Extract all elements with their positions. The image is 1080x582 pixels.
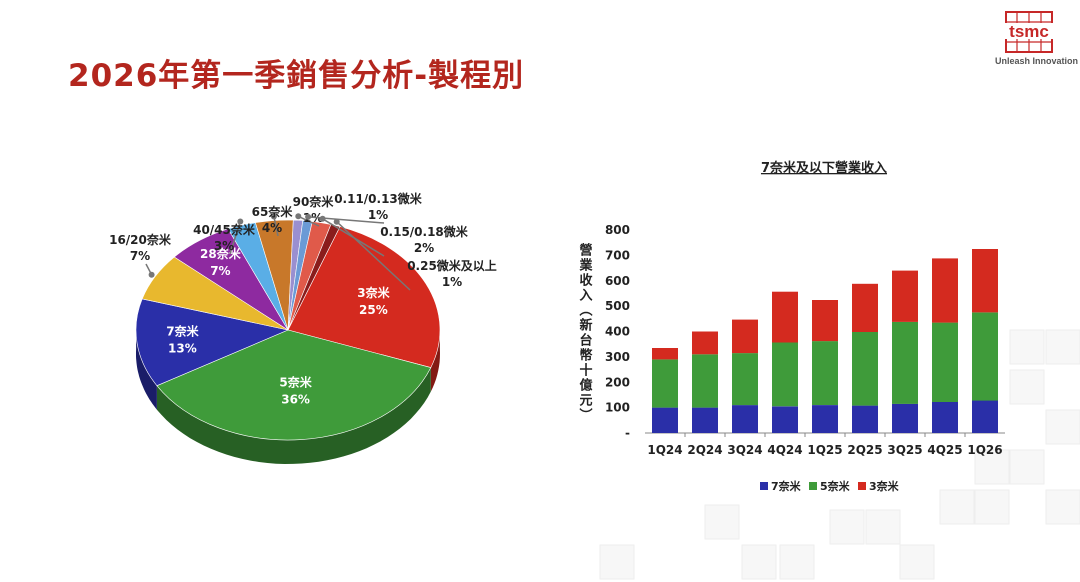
legend-swatch — [858, 482, 866, 490]
bar-segment — [892, 321, 918, 404]
bar-segment — [852, 332, 878, 406]
tsmc-logo: tsmc — [996, 11, 1062, 53]
pie-slice-pct: 25% — [359, 303, 388, 317]
pie-slice-pct: 36% — [281, 392, 310, 406]
y-tick-label: 700 — [605, 248, 630, 262]
bar-segment — [732, 405, 758, 433]
x-tick-label: 1Q26 — [967, 443, 1002, 457]
pie-slice-pct: 7% — [210, 264, 230, 278]
bar-segment — [772, 342, 798, 407]
x-tick-label: 2Q25 — [847, 443, 882, 457]
pie-slice-label: 0.25微米及以上 — [407, 258, 497, 273]
y-tick-label: 800 — [605, 223, 630, 237]
y-tick-label: 100 — [605, 401, 630, 415]
pie-slice-side — [430, 325, 440, 392]
bar-segment — [652, 348, 678, 360]
pie-leader-dot — [319, 215, 326, 222]
bar-segment — [812, 300, 838, 342]
pie-leader-line — [297, 215, 320, 227]
bar-segment — [852, 405, 878, 433]
legend-label: 5奈米 — [820, 479, 851, 493]
pie-slice-label: 65奈米 — [252, 204, 294, 219]
bar-segment — [892, 270, 918, 322]
page-title: 2026年第一季銷售分析-製程別 — [68, 58, 525, 94]
pie-slice-pct: 3% — [214, 239, 234, 253]
bar-segment — [972, 312, 998, 401]
pie-leader-dot — [305, 213, 312, 220]
y-tick-label: - — [625, 426, 630, 440]
pie-leader-dot — [333, 218, 340, 225]
bar-segment — [692, 407, 718, 433]
pie-slice — [156, 329, 432, 441]
y-tick-label: 300 — [605, 350, 630, 364]
pie-slice-label: 5奈米 — [279, 374, 312, 389]
bar-segment — [852, 283, 878, 332]
legend-label: 3奈米 — [869, 479, 900, 493]
bar-segment — [972, 249, 998, 313]
x-tick-label: 1Q24 — [647, 443, 682, 457]
bar-segment — [772, 291, 798, 343]
legend-label: 7奈米 — [771, 479, 802, 493]
pie-slice-pct: 1% — [368, 208, 388, 222]
tagline: Unleash Innovation — [994, 56, 1078, 66]
y-tick-label: 200 — [605, 375, 630, 389]
pie-slice-label: 0.15/0.18微米 — [380, 224, 469, 239]
pie-slice-label: 0.11/0.13微米 — [334, 191, 423, 206]
bar-chart-title: 7奈米及以下營業收入 — [761, 160, 887, 176]
pie-slice-pct: 13% — [168, 341, 197, 355]
pie-leader-dot — [295, 213, 302, 220]
bar-segment — [732, 353, 758, 406]
legend-swatch — [760, 482, 768, 490]
svg-text:tsmc: tsmc — [1009, 22, 1049, 41]
y-tick-label: 500 — [605, 299, 630, 313]
bar-segment — [652, 407, 678, 433]
bar-segment — [812, 405, 838, 433]
bar-segment — [932, 402, 958, 433]
x-tick-label: 2Q24 — [687, 443, 722, 457]
bar-segment — [692, 354, 718, 408]
pie-leader-dot — [270, 213, 277, 220]
pie-slice-label: 16/20奈米 — [109, 232, 172, 247]
y-tick-label: 600 — [605, 274, 630, 288]
bar-segment — [892, 403, 918, 433]
pie-slice-side — [136, 325, 157, 410]
x-tick-label: 1Q25 — [807, 443, 842, 457]
pie-slice-pct: 4% — [262, 221, 282, 235]
legend-swatch — [809, 482, 817, 490]
bar-segment — [972, 400, 998, 433]
pie-slice-side — [156, 367, 431, 464]
x-tick-label: 3Q24 — [727, 443, 762, 457]
pie-leader-line — [336, 221, 411, 291]
pie-slice — [287, 226, 441, 368]
pie-leader-line — [229, 221, 242, 255]
pie-slice-pct: 1% — [442, 275, 462, 289]
pie-slice-pct: 7% — [130, 249, 150, 263]
y-axis-label: 營業收入（新台幣十億元） — [577, 242, 594, 423]
x-tick-label: 3Q25 — [887, 443, 922, 457]
pie-leader-dot — [148, 271, 155, 278]
pie-slice — [135, 298, 289, 387]
bar-segment — [932, 258, 958, 323]
x-tick-label: 4Q24 — [767, 443, 802, 457]
bar-segment — [932, 322, 958, 402]
pie-leader-line — [273, 216, 279, 237]
bar-segment — [692, 331, 718, 355]
pie-leader-dot — [237, 218, 244, 225]
x-tick-label: 4Q25 — [927, 443, 962, 457]
pie-slice-pct: 2% — [414, 241, 434, 255]
bar-segment — [812, 341, 838, 405]
pie-slice-label: 3奈米 — [357, 285, 390, 300]
pie-slice-label: 40/45奈米 — [193, 222, 256, 237]
pie-slice-label: 7奈米 — [166, 323, 199, 338]
bar-segment — [732, 319, 758, 354]
bar-segment — [772, 406, 798, 433]
y-tick-label: 400 — [605, 325, 630, 339]
bar-segment — [652, 359, 678, 408]
pie-slice-label: 90奈米 — [293, 194, 335, 209]
